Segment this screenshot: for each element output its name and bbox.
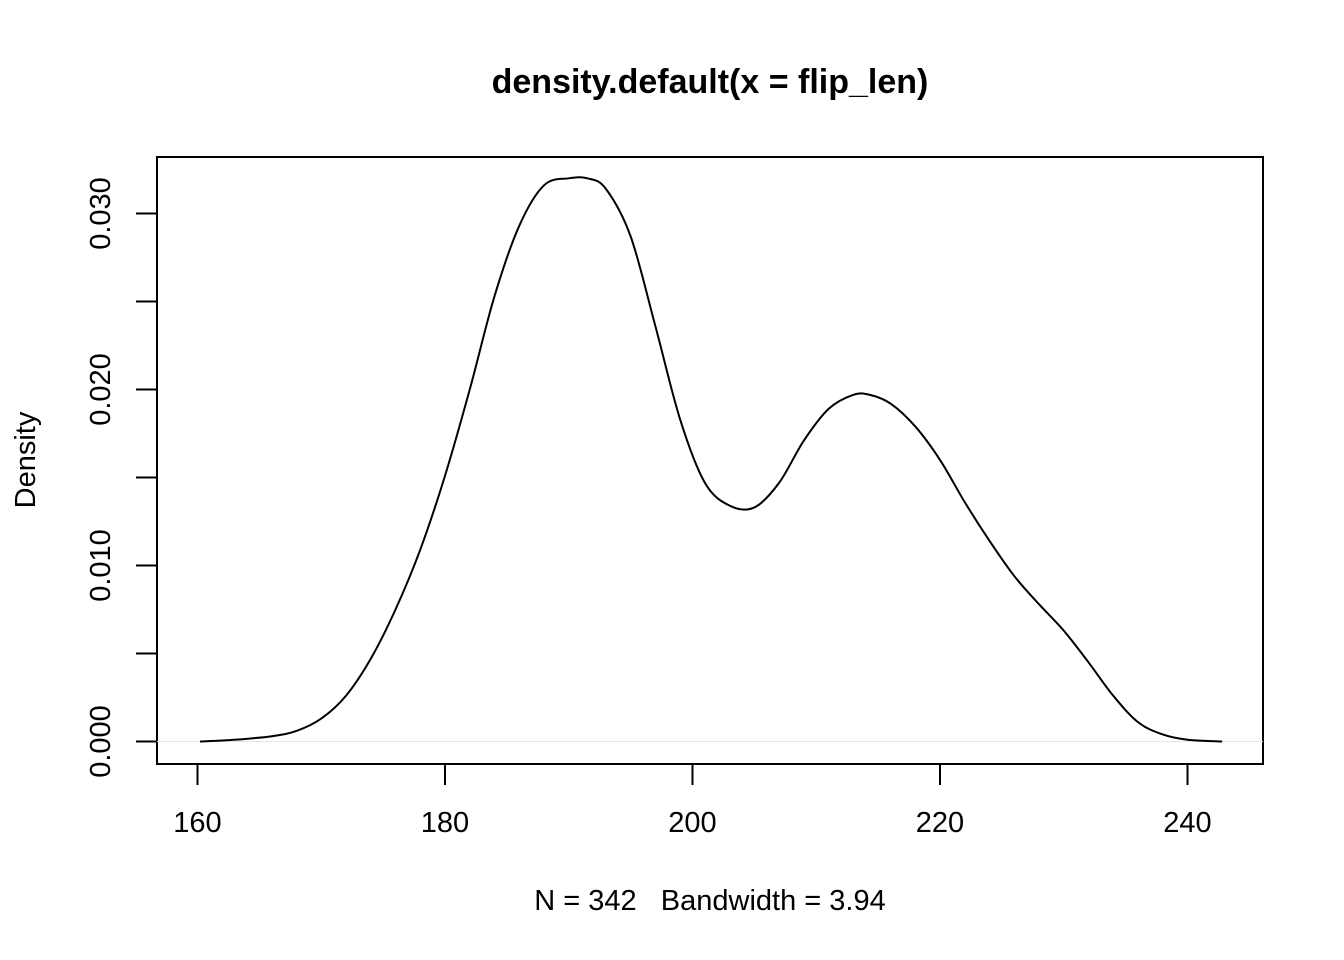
x-axis-label: N = 342 Bandwidth = 3.94 [534,885,885,917]
density-curve [199,176,1223,743]
y-tick-label: 0.000 [85,705,117,778]
x-tick-label: 160 [173,807,221,839]
chart-title: density.default(x = flip_len) [492,63,929,101]
x-axis: 160 180 200 220 240 [173,763,1212,839]
x-tick-label: 220 [916,807,964,839]
y-tick-label: 0.010 [85,529,117,602]
x-tick-label: 200 [668,807,716,839]
y-tick-label: 0.030 [85,177,117,250]
y-tick-label: 0.020 [85,353,117,426]
x-tick-label: 180 [421,807,469,839]
y-axis: 0.000 0.010 0.020 0.030 [85,177,158,778]
y-axis-label: Density [10,411,42,508]
x-tick-label: 240 [1163,807,1211,839]
